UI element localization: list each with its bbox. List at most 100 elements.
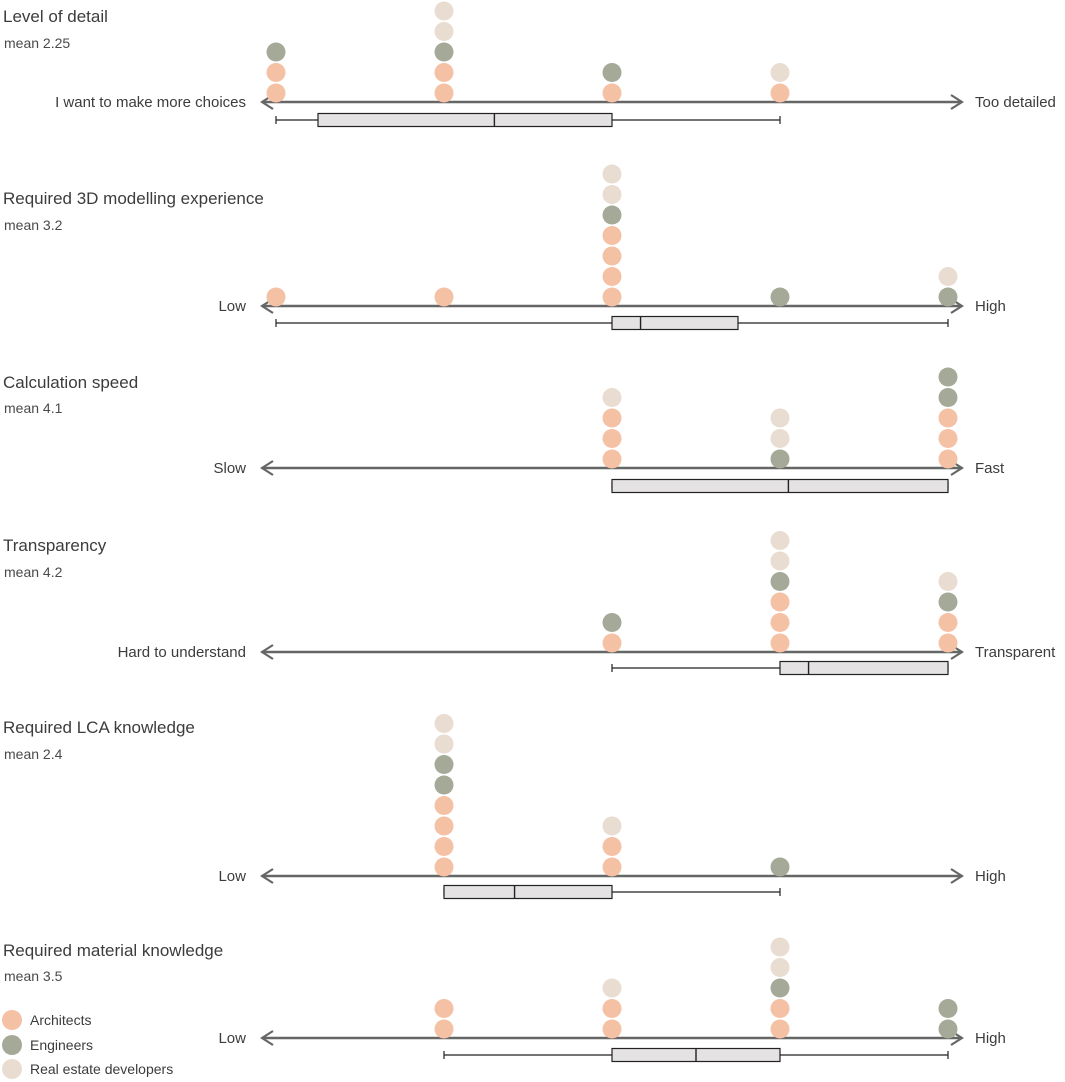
dot-engineers <box>770 857 790 877</box>
legend-label: Real estate developers <box>30 1061 173 1077</box>
dot-architects <box>770 999 790 1018</box>
panel-2: Required 3D modelling experience mean 3.2… <box>3 164 1006 331</box>
mean-label: mean 2.25 <box>4 35 70 51</box>
panel-3: Calculation speed mean 4.1 Slow Fast <box>3 367 1005 494</box>
box-iqr <box>611 478 949 494</box>
legend-swatch-engineers <box>2 1035 22 1055</box>
mean-label: mean 3.2 <box>4 217 63 233</box>
legend-swatch-real-estate-developers <box>2 1059 22 1079</box>
panel-1: Level of detail mean 2.25 I want to make m… <box>3 1 1056 128</box>
axis-right-label: High <box>975 1030 1006 1047</box>
dot-architects <box>602 429 622 448</box>
panel-5: Required LCA knowledge mean 2.4 Low High <box>3 714 1006 900</box>
dot-real-estate-developers <box>770 408 790 428</box>
axis-left-label: Hard to understand <box>118 644 246 661</box>
axis-right-label: Transparent <box>975 644 1056 661</box>
dot-real-estate-developers <box>434 1 454 21</box>
dot-real-estate-developers <box>938 572 958 591</box>
axis-left-label: Low <box>218 868 246 885</box>
mean-label: mean 2.4 <box>4 746 63 762</box>
dot-architects <box>602 837 622 856</box>
dot-engineers <box>602 63 622 82</box>
dot-architects <box>770 83 790 103</box>
dot-architects <box>602 999 622 1018</box>
panel-title: Required 3D modelling experience <box>3 189 264 208</box>
panel-title: Required LCA knowledge <box>3 718 195 737</box>
dot-real-estate-developers <box>602 978 622 998</box>
dot-real-estate-developers <box>770 531 790 550</box>
dot-real-estate-developers <box>602 185 622 204</box>
dot-real-estate-developers <box>434 22 454 41</box>
dot-architects <box>602 83 622 103</box>
dot-architects <box>602 226 622 245</box>
dot-architects <box>770 633 790 653</box>
dot-engineers <box>602 205 622 225</box>
dot-architects <box>602 267 622 286</box>
dot-architects <box>602 408 622 428</box>
dot-architects <box>770 613 790 632</box>
dot-real-estate-developers <box>770 958 790 977</box>
dot-engineers <box>434 42 454 62</box>
box-iqr <box>443 884 613 900</box>
panel-title: Calculation speed <box>3 373 138 392</box>
panel-title: Required material knowledge <box>3 941 223 960</box>
dot-real-estate-developers <box>602 816 622 836</box>
dot-real-estate-developers <box>434 714 454 733</box>
dot-engineers <box>602 613 622 632</box>
dot-engineers <box>434 755 454 774</box>
dot-architects <box>434 857 454 877</box>
dot-real-estate-developers <box>770 551 790 571</box>
axis-left-label: Low <box>218 1030 246 1047</box>
legend-swatch-architects <box>2 1010 22 1030</box>
mean-label: mean 3.5 <box>4 968 63 984</box>
dot-engineers <box>938 592 958 612</box>
mean-label: mean 4.2 <box>4 564 63 580</box>
axis-right-label: Fast <box>975 460 1005 477</box>
dot-real-estate-developers <box>770 429 790 448</box>
dot-real-estate-developers <box>602 388 622 407</box>
axis-right-label: High <box>975 298 1006 315</box>
dot-real-estate-developers <box>602 164 622 184</box>
dot-real-estate-developers <box>770 937 790 957</box>
dot-real-estate-developers <box>434 734 454 754</box>
dot-architects <box>434 816 454 836</box>
box-iqr <box>317 112 613 128</box>
axis-left-label: Slow <box>213 460 246 477</box>
legend-label: Engineers <box>30 1037 93 1053</box>
dot-architects <box>434 999 454 1018</box>
dot-architects <box>602 633 622 653</box>
dot-engineers <box>770 572 790 591</box>
dot-architects <box>434 1019 454 1039</box>
dot-architects <box>266 287 286 307</box>
dot-engineers <box>938 287 958 307</box>
dot-engineers <box>770 287 790 307</box>
dot-architects <box>938 633 958 653</box>
axis-left-label: I want to make more choices <box>55 94 246 111</box>
dot-engineers <box>266 42 286 62</box>
dot-architects <box>602 1019 622 1039</box>
dot-architects <box>938 613 958 632</box>
dot-engineers <box>938 999 958 1018</box>
dot-architects <box>602 287 622 307</box>
dot-architects <box>602 857 622 877</box>
dot-architects <box>602 246 622 266</box>
panel-title: Transparency <box>3 536 107 555</box>
dot-architects <box>266 83 286 103</box>
panel-title: Level of detail <box>3 7 108 26</box>
dot-architects <box>434 63 454 82</box>
dot-architects <box>266 63 286 82</box>
dot-real-estate-developers <box>938 267 958 286</box>
dot-architects <box>602 449 622 469</box>
axis-right-label: Too detailed <box>975 94 1056 111</box>
dot-engineers <box>938 1019 958 1039</box>
dot-architects <box>938 449 958 469</box>
axis-right-label: High <box>975 868 1006 885</box>
dot-architects <box>938 408 958 428</box>
dot-architects <box>434 287 454 307</box>
dot-engineers <box>770 449 790 469</box>
mean-label: mean 4.1 <box>4 400 63 416</box>
box-iqr <box>611 315 739 331</box>
legend: Architects Engineers Real estate developer… <box>2 1010 173 1079</box>
dot-engineers <box>434 775 454 795</box>
